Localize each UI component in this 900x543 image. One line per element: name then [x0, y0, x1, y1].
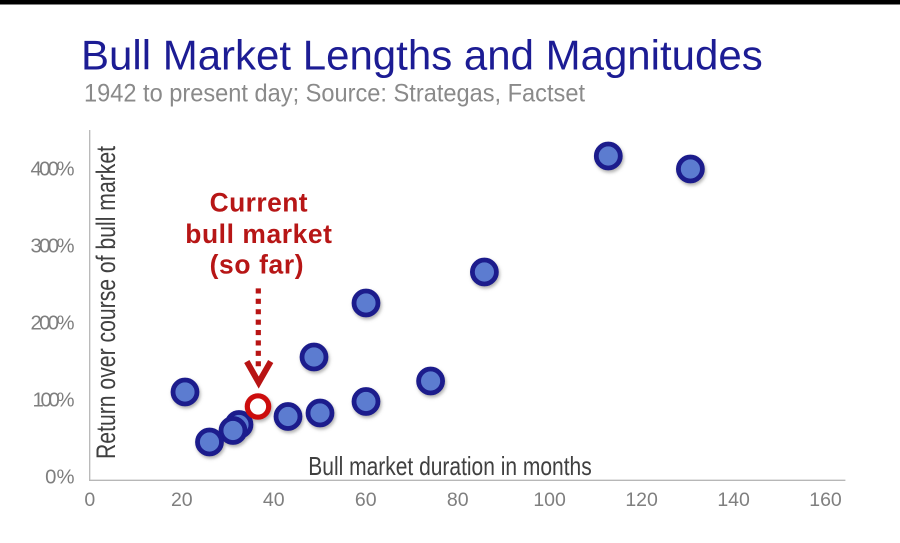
svg-text:200%: 200% [31, 313, 75, 335]
svg-text:140: 140 [717, 489, 750, 511]
svg-text:(so far): (so far) [210, 249, 304, 279]
svg-text:bull market: bull market [185, 219, 332, 249]
svg-text:0%: 0% [45, 466, 74, 488]
svg-text:60: 60 [355, 489, 377, 511]
svg-text:400%: 400% [31, 159, 75, 181]
svg-text:120: 120 [625, 489, 658, 511]
svg-text:100: 100 [533, 489, 566, 511]
svg-text:Bull Market Lengths and Magnit: Bull Market Lengths and Magnitudes [81, 32, 763, 79]
svg-text:1942 to present day; Source: S: 1942 to present day; Source: Strategas, … [84, 80, 585, 108]
svg-text:40: 40 [263, 489, 285, 511]
svg-text:300%: 300% [31, 236, 75, 258]
svg-text:100%: 100% [33, 389, 75, 411]
svg-text:0: 0 [84, 489, 95, 511]
svg-text:Return over course of bull mar: Return over course of bull market [91, 145, 121, 459]
svg-text:Current: Current [210, 187, 308, 217]
svg-text:160: 160 [809, 489, 842, 511]
svg-text:Bull market duration in months: Bull market duration in months [308, 451, 591, 481]
svg-text:20: 20 [171, 489, 193, 511]
svg-text:80: 80 [447, 489, 469, 511]
